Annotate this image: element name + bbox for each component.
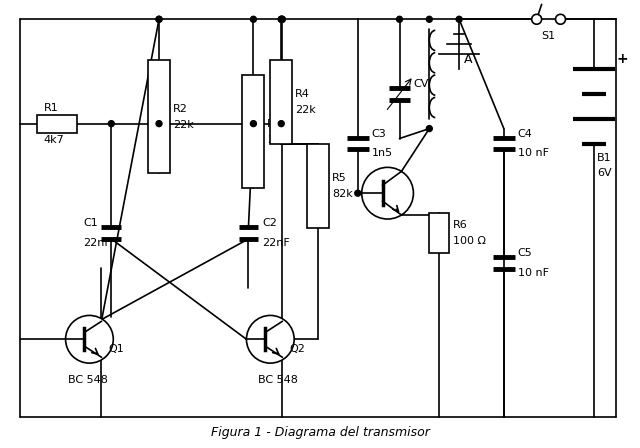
Bar bbox=[36, 115, 77, 133]
Text: 4k7: 4k7 bbox=[44, 134, 65, 145]
Text: C5: C5 bbox=[518, 248, 532, 258]
Text: 6V: 6V bbox=[597, 168, 612, 178]
Text: R4: R4 bbox=[295, 89, 310, 99]
Text: R5: R5 bbox=[332, 173, 347, 183]
Circle shape bbox=[278, 121, 284, 127]
Circle shape bbox=[426, 16, 432, 22]
Circle shape bbox=[426, 125, 432, 132]
Bar bbox=[148, 60, 170, 173]
Circle shape bbox=[532, 14, 541, 24]
Text: R6: R6 bbox=[453, 220, 468, 230]
Bar bbox=[270, 60, 292, 143]
Circle shape bbox=[278, 16, 284, 22]
Text: 10 nF: 10 nF bbox=[518, 148, 548, 159]
Text: 22k: 22k bbox=[173, 120, 194, 129]
Circle shape bbox=[250, 121, 257, 127]
Circle shape bbox=[397, 16, 403, 22]
Text: Q1: Q1 bbox=[108, 344, 124, 354]
Text: +: + bbox=[616, 52, 628, 66]
Text: S1: S1 bbox=[541, 31, 556, 41]
Text: B1: B1 bbox=[597, 153, 612, 164]
Circle shape bbox=[362, 168, 413, 219]
Circle shape bbox=[556, 14, 566, 24]
Circle shape bbox=[456, 16, 462, 22]
Text: 82k: 82k bbox=[332, 189, 353, 199]
Text: 22k: 22k bbox=[268, 134, 288, 145]
Circle shape bbox=[156, 121, 162, 127]
Bar bbox=[429, 213, 449, 253]
Text: C1: C1 bbox=[83, 218, 98, 228]
Text: C2: C2 bbox=[262, 218, 277, 228]
Text: C3: C3 bbox=[372, 129, 387, 138]
Circle shape bbox=[65, 315, 113, 363]
Text: BC 548: BC 548 bbox=[68, 375, 108, 385]
Text: 10 nF: 10 nF bbox=[518, 268, 548, 278]
Text: 22nF: 22nF bbox=[262, 238, 290, 248]
Text: Figura 1 - Diagrama del transmisor: Figura 1 - Diagrama del transmisor bbox=[211, 426, 429, 439]
Circle shape bbox=[279, 16, 285, 22]
Circle shape bbox=[250, 16, 257, 22]
Text: 100 Ω: 100 Ω bbox=[453, 236, 486, 246]
Text: R1: R1 bbox=[44, 103, 58, 113]
Bar bbox=[243, 75, 264, 188]
Circle shape bbox=[278, 16, 284, 22]
Circle shape bbox=[156, 16, 162, 22]
Text: 1n5: 1n5 bbox=[372, 148, 393, 159]
Text: 22nF: 22nF bbox=[83, 238, 111, 248]
Text: R2: R2 bbox=[173, 104, 188, 114]
Circle shape bbox=[355, 190, 361, 196]
Text: R3: R3 bbox=[268, 119, 282, 129]
Text: C4: C4 bbox=[518, 129, 532, 138]
Text: A: A bbox=[464, 52, 472, 65]
Circle shape bbox=[246, 315, 294, 363]
Text: Q2: Q2 bbox=[289, 344, 305, 354]
Text: CV: CV bbox=[413, 79, 429, 89]
Circle shape bbox=[279, 16, 285, 22]
Circle shape bbox=[108, 121, 115, 127]
Text: BC 548: BC 548 bbox=[259, 375, 298, 385]
Bar bbox=[307, 145, 329, 228]
Text: 22k: 22k bbox=[295, 105, 316, 115]
Circle shape bbox=[156, 16, 162, 22]
